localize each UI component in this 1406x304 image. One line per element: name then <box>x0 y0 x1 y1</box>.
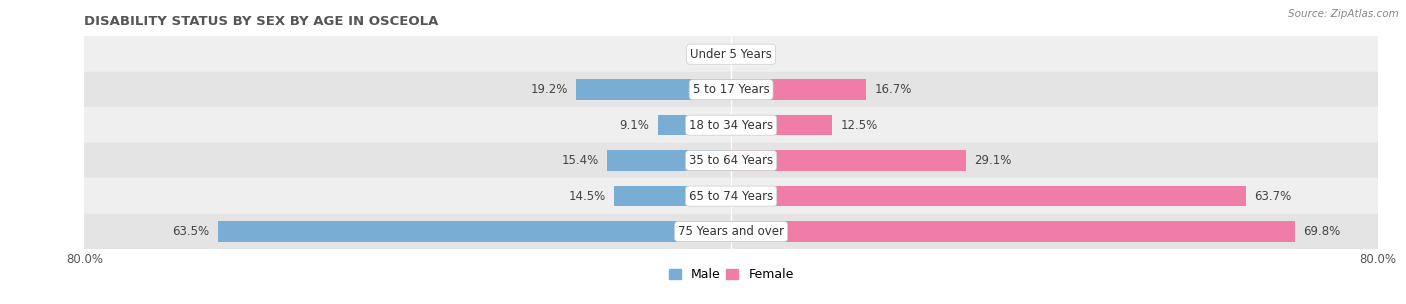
Bar <box>731 79 866 100</box>
Bar <box>576 79 731 100</box>
Text: 75 Years and over: 75 Years and over <box>678 225 785 238</box>
Bar <box>84 107 1378 143</box>
Text: 29.1%: 29.1% <box>974 154 1012 167</box>
Text: 63.7%: 63.7% <box>1254 190 1292 202</box>
Bar <box>614 186 731 206</box>
Text: 5 to 17 Years: 5 to 17 Years <box>693 83 769 96</box>
Bar <box>84 72 1378 107</box>
Bar <box>84 36 1378 72</box>
Bar <box>731 150 966 171</box>
Text: Source: ZipAtlas.com: Source: ZipAtlas.com <box>1288 9 1399 19</box>
Text: 18 to 34 Years: 18 to 34 Years <box>689 119 773 132</box>
Text: 12.5%: 12.5% <box>841 119 877 132</box>
Bar <box>731 115 832 136</box>
Legend: Male, Female: Male, Female <box>669 268 793 281</box>
Bar <box>84 178 1378 214</box>
Bar <box>606 150 731 171</box>
Text: 69.8%: 69.8% <box>1303 225 1341 238</box>
Text: 19.2%: 19.2% <box>530 83 568 96</box>
Text: 15.4%: 15.4% <box>561 154 599 167</box>
Text: 65 to 74 Years: 65 to 74 Years <box>689 190 773 202</box>
Bar <box>84 143 1378 178</box>
Text: 14.5%: 14.5% <box>568 190 606 202</box>
Text: 0.0%: 0.0% <box>689 48 718 61</box>
Bar <box>218 221 731 242</box>
Bar <box>731 186 1246 206</box>
Bar <box>658 115 731 136</box>
Bar <box>84 214 1378 249</box>
Text: DISABILITY STATUS BY SEX BY AGE IN OSCEOLA: DISABILITY STATUS BY SEX BY AGE IN OSCEO… <box>84 16 439 28</box>
Text: 35 to 64 Years: 35 to 64 Years <box>689 154 773 167</box>
Text: Under 5 Years: Under 5 Years <box>690 48 772 61</box>
Text: 16.7%: 16.7% <box>875 83 911 96</box>
Text: 9.1%: 9.1% <box>620 119 650 132</box>
Text: 63.5%: 63.5% <box>173 225 209 238</box>
Bar <box>731 221 1295 242</box>
Text: 0.0%: 0.0% <box>744 48 773 61</box>
